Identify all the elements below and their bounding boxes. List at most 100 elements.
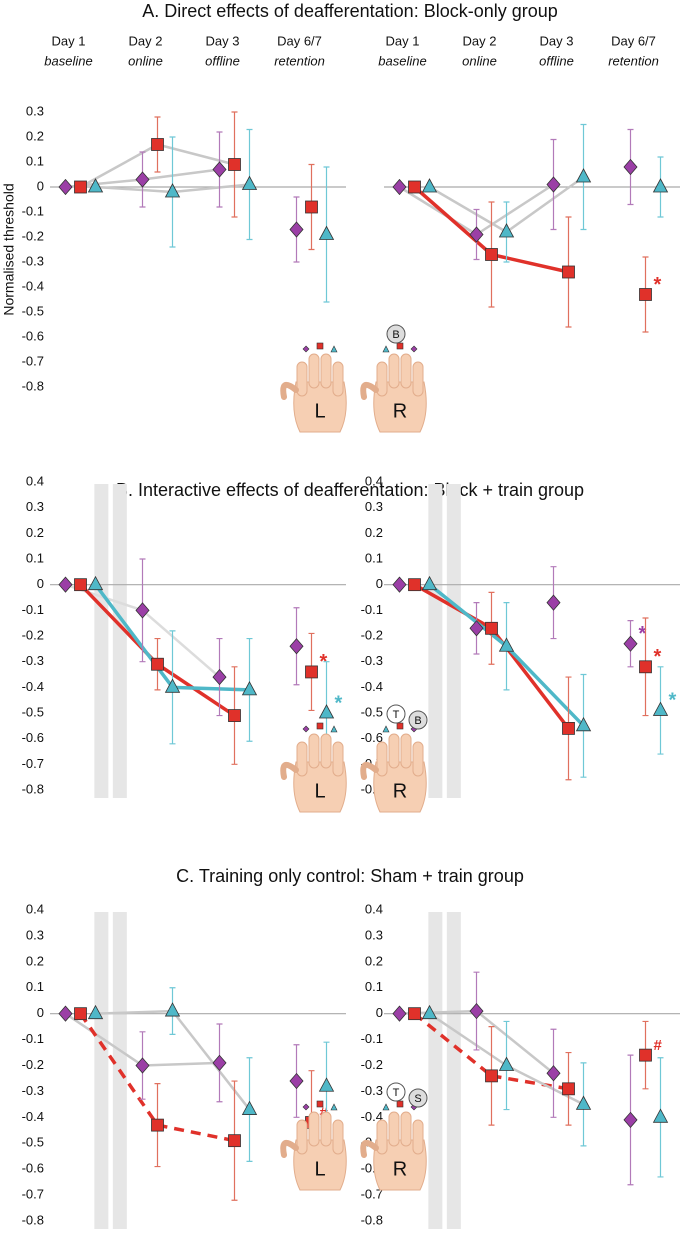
data-point xyxy=(318,225,335,240)
data-point xyxy=(58,178,73,196)
y-tick-label: 0.1 xyxy=(26,153,44,168)
y-tick-label: 0.2 xyxy=(26,525,44,540)
category-label: Day 1 xyxy=(386,33,420,48)
series-line xyxy=(157,143,235,166)
badge-label: T xyxy=(393,709,400,721)
hand-icon-marker xyxy=(396,1100,404,1108)
data-point xyxy=(212,1054,227,1072)
series-line xyxy=(475,1010,555,1075)
hand-icon: R xyxy=(360,353,427,433)
series-line xyxy=(428,1012,508,1067)
data-point xyxy=(151,657,164,671)
data-point xyxy=(421,575,438,591)
series-line xyxy=(398,185,478,236)
finger xyxy=(388,733,400,769)
series-line xyxy=(157,1123,235,1143)
thumb xyxy=(360,381,379,400)
data-point xyxy=(135,1057,150,1074)
y-axis-label: Normalised threshold xyxy=(1,183,17,315)
shaded-session xyxy=(94,484,109,798)
hand-icon-marker xyxy=(330,345,338,353)
hand-icon-marker xyxy=(330,1103,338,1111)
y-tick-label: -0.3 xyxy=(361,1083,383,1098)
series-line xyxy=(156,662,236,718)
y-tick-label: -0.4 xyxy=(361,679,383,694)
data-point xyxy=(652,701,669,716)
y-tick-label: -0.1 xyxy=(361,1031,383,1046)
y-tick-label: 0.3 xyxy=(26,927,44,942)
y-tick-label: -0.2 xyxy=(22,1057,44,1072)
data-point xyxy=(469,620,484,637)
data-point xyxy=(164,183,181,198)
finger xyxy=(332,741,344,777)
category-label: Day 2 xyxy=(463,33,497,48)
data-point xyxy=(546,176,561,193)
y-tick-label: 0.2 xyxy=(365,525,383,540)
category-label: Day 3 xyxy=(206,33,240,48)
series-line xyxy=(428,185,508,234)
y-tick-label: -0.7 xyxy=(22,756,44,771)
series-line xyxy=(142,168,220,181)
data-point xyxy=(87,178,104,193)
data-point xyxy=(392,178,407,196)
data-point xyxy=(546,1065,561,1082)
data-point xyxy=(639,660,652,674)
finger xyxy=(296,361,308,397)
data-point xyxy=(58,576,73,593)
badge-label: T xyxy=(393,1087,400,1099)
finger xyxy=(308,353,320,389)
thumb xyxy=(280,381,299,400)
category-label: Day 2 xyxy=(129,33,163,48)
finger xyxy=(320,1111,332,1147)
finger xyxy=(332,361,344,397)
y-tick-label: -0.8 xyxy=(22,781,44,796)
significance-label: * xyxy=(335,692,343,714)
hand-label: L xyxy=(314,1158,325,1180)
hand-icon: L xyxy=(280,353,347,433)
palm xyxy=(293,1139,347,1191)
y-tick-label: -0.7 xyxy=(22,353,44,368)
y-tick-label: -0.6 xyxy=(22,328,44,343)
y-tick-label: 0.3 xyxy=(26,103,44,118)
y-tick-label: 0.1 xyxy=(26,550,44,565)
y-tick-label: -0.2 xyxy=(22,228,44,243)
y-tick-label: -0.2 xyxy=(22,627,44,642)
y-tick-label: -0.1 xyxy=(22,203,44,218)
finger xyxy=(308,1111,320,1147)
series-line xyxy=(95,185,173,194)
data-point xyxy=(241,1100,258,1115)
data-point xyxy=(164,678,181,693)
series-line xyxy=(95,1009,173,1015)
y-tick-label: -0.8 xyxy=(22,378,44,393)
significance-label: * xyxy=(669,690,677,712)
finger xyxy=(296,1119,308,1155)
y-tick-label: -0.7 xyxy=(22,1187,44,1202)
shaded-session xyxy=(446,912,461,1229)
y-tick-label: 0.3 xyxy=(26,499,44,514)
y-tick-label: -0.5 xyxy=(361,704,383,719)
category-note: online xyxy=(462,53,497,68)
data-point xyxy=(408,1007,421,1021)
y-tick-label: 0.1 xyxy=(365,550,383,565)
data-point xyxy=(485,1069,498,1083)
hand-icon: L xyxy=(280,733,347,813)
data-point xyxy=(639,288,652,301)
hand-icon-marker xyxy=(396,342,404,350)
y-tick-label: 0.3 xyxy=(365,927,383,942)
significance-label: * xyxy=(654,274,662,296)
hand-icon-marker xyxy=(302,725,310,733)
data-point xyxy=(87,1004,104,1020)
y-tick-label: 0 xyxy=(37,576,44,591)
data-point xyxy=(623,635,638,652)
finger xyxy=(400,1111,412,1147)
series-line xyxy=(64,1012,144,1067)
data-point xyxy=(408,180,421,194)
hand-icon-marker xyxy=(302,345,310,353)
hand-icon-marker xyxy=(382,1103,390,1111)
series-line xyxy=(505,1064,585,1106)
data-point xyxy=(562,1082,575,1096)
data-point xyxy=(228,709,241,722)
category-note: retention xyxy=(274,53,325,68)
data-point xyxy=(74,578,87,592)
y-tick-label: 0.1 xyxy=(26,979,44,994)
